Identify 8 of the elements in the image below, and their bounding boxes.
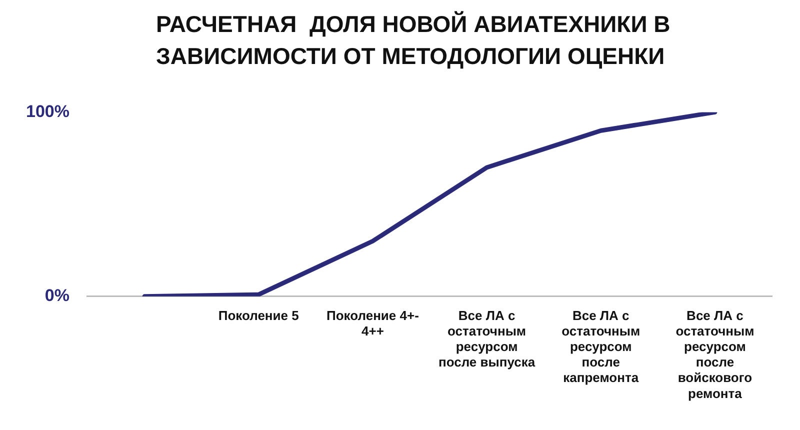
y-tick-label: 100% <box>26 102 70 121</box>
y-tick-label: 0% <box>44 286 70 306</box>
x-tick-label: Поколение 5 <box>218 308 299 323</box>
x-tick-label: Все ЛА с остаточным ресурсом после капремонта <box>562 308 640 386</box>
x-tick-label: Все ЛА с остаточным ресурсом после выпуска <box>438 308 536 370</box>
chart-title: РАСЧЕТНАЯ ДОЛЯ НОВОЙ АВИАТЕХНИКИ В ЗАВИСИМОСТИ ОТ МЕТОДОЛОГИИ ОЦЕНКИ <box>156 10 672 71</box>
x-tick-label: Все ЛА с остаточным ресурсом после войскового ремонта <box>676 308 754 401</box>
x-tick-label: Поколение 4+- 4++ <box>326 308 419 338</box>
